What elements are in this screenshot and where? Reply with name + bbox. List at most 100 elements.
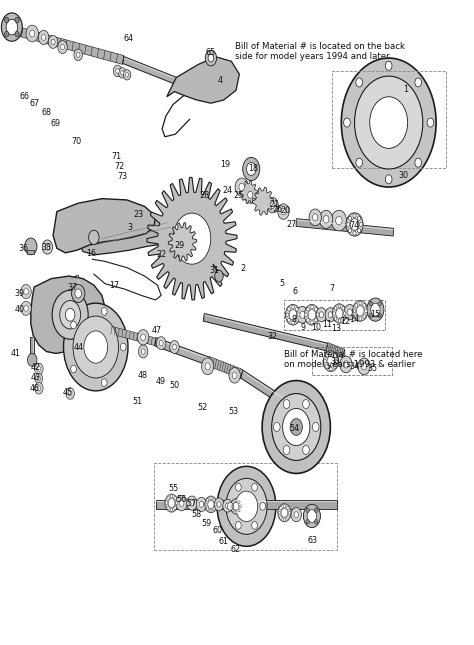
Text: 62: 62: [230, 545, 241, 554]
Text: 35: 35: [367, 364, 377, 373]
Circle shape: [252, 522, 257, 530]
Circle shape: [123, 70, 131, 80]
Circle shape: [378, 313, 382, 318]
Circle shape: [24, 305, 28, 312]
Text: 66: 66: [19, 92, 30, 101]
Circle shape: [341, 58, 436, 187]
Polygon shape: [111, 326, 156, 346]
Text: 8: 8: [292, 315, 296, 324]
Circle shape: [291, 508, 301, 522]
Text: 71: 71: [111, 152, 121, 161]
Circle shape: [356, 306, 364, 316]
Text: 54: 54: [290, 424, 300, 433]
Circle shape: [288, 308, 290, 311]
Circle shape: [138, 345, 148, 358]
Circle shape: [167, 506, 169, 510]
Text: 68: 68: [41, 108, 52, 117]
Text: 28: 28: [200, 191, 210, 200]
Circle shape: [359, 317, 362, 321]
Text: Bill of Material # is located here
on model years 1993 & earlier: Bill of Material # is located here on mo…: [284, 350, 423, 369]
Text: 55: 55: [168, 484, 178, 493]
Circle shape: [285, 304, 301, 325]
Text: 40: 40: [15, 305, 25, 314]
Circle shape: [30, 30, 35, 37]
Circle shape: [137, 330, 149, 345]
Circle shape: [346, 213, 363, 236]
Circle shape: [156, 337, 166, 350]
Circle shape: [327, 356, 335, 366]
Circle shape: [353, 231, 356, 235]
Circle shape: [74, 49, 82, 61]
Text: 36: 36: [18, 244, 29, 253]
Text: 49: 49: [155, 377, 165, 386]
Circle shape: [334, 317, 337, 321]
Circle shape: [170, 341, 179, 353]
Circle shape: [314, 508, 318, 513]
Circle shape: [303, 510, 313, 522]
Text: Bill of Material # is located on the back
side for model years 1994 and later: Bill of Material # is located on the bac…: [235, 42, 405, 61]
Circle shape: [213, 508, 215, 510]
Circle shape: [355, 304, 357, 307]
Circle shape: [344, 118, 350, 127]
Polygon shape: [253, 187, 273, 215]
Circle shape: [174, 506, 176, 510]
Circle shape: [385, 175, 392, 184]
Circle shape: [342, 317, 345, 321]
Text: 52: 52: [198, 403, 208, 412]
Circle shape: [174, 497, 176, 500]
Circle shape: [244, 186, 256, 203]
Polygon shape: [208, 357, 243, 379]
Text: 47: 47: [151, 326, 162, 335]
Circle shape: [283, 446, 290, 455]
Circle shape: [333, 312, 335, 315]
Circle shape: [369, 313, 373, 318]
Circle shape: [287, 516, 289, 519]
Circle shape: [217, 466, 276, 546]
Circle shape: [353, 213, 356, 218]
Circle shape: [359, 301, 362, 305]
Circle shape: [236, 483, 241, 491]
Circle shape: [84, 331, 108, 363]
Circle shape: [205, 496, 217, 513]
Circle shape: [307, 510, 317, 522]
Circle shape: [141, 334, 146, 341]
Circle shape: [348, 216, 352, 221]
Text: 38: 38: [41, 243, 52, 252]
Text: 25: 25: [233, 191, 244, 200]
Polygon shape: [9, 25, 124, 64]
Text: 27: 27: [286, 220, 297, 229]
Text: 74: 74: [349, 221, 360, 230]
Circle shape: [316, 313, 319, 317]
Circle shape: [41, 34, 46, 41]
Polygon shape: [81, 218, 178, 255]
Text: 63: 63: [308, 536, 318, 545]
Circle shape: [355, 315, 357, 318]
Circle shape: [246, 163, 256, 175]
Circle shape: [288, 319, 290, 322]
Circle shape: [305, 313, 308, 317]
Circle shape: [334, 306, 337, 310]
Polygon shape: [122, 57, 198, 92]
Circle shape: [329, 352, 332, 355]
Circle shape: [323, 215, 329, 223]
Circle shape: [252, 483, 257, 491]
Polygon shape: [240, 370, 294, 412]
Circle shape: [58, 41, 67, 54]
Circle shape: [363, 315, 365, 318]
Circle shape: [173, 344, 176, 350]
Circle shape: [314, 519, 318, 524]
Circle shape: [207, 499, 209, 501]
Text: 43: 43: [30, 373, 41, 382]
Circle shape: [210, 509, 212, 512]
Circle shape: [309, 209, 321, 226]
Circle shape: [415, 158, 421, 167]
Circle shape: [283, 518, 286, 521]
Text: 70: 70: [72, 137, 82, 146]
Circle shape: [357, 228, 361, 233]
Circle shape: [239, 505, 241, 508]
Circle shape: [340, 356, 352, 373]
Circle shape: [310, 305, 313, 309]
Circle shape: [27, 353, 37, 366]
Circle shape: [323, 351, 338, 372]
Circle shape: [116, 68, 119, 74]
